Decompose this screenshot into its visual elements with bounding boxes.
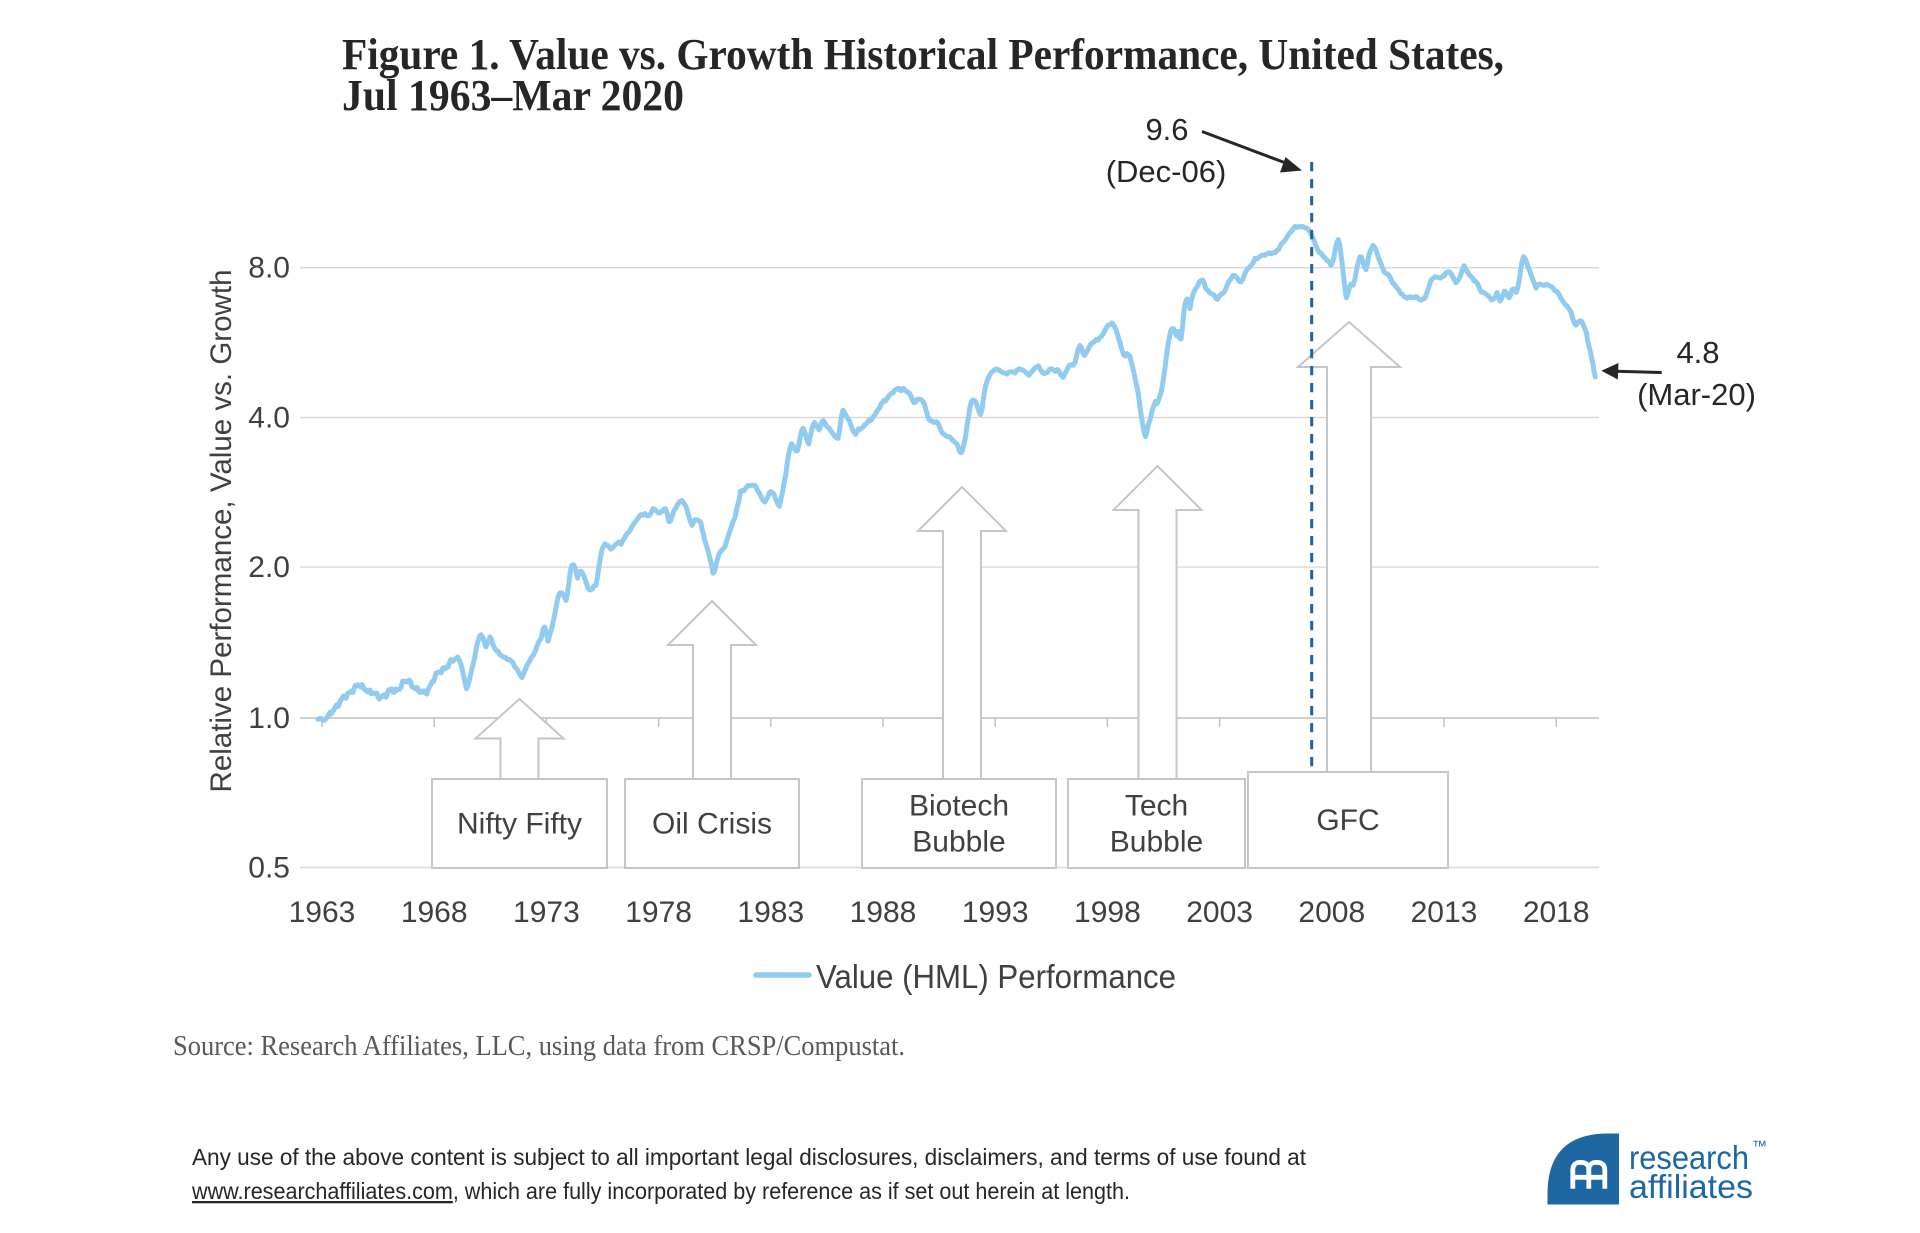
- svg-text:1988: 1988: [850, 896, 917, 929]
- svg-text:GFC: GFC: [1316, 804, 1379, 837]
- svg-text:Relative Performance, Value vs: Relative Performance, Value vs. Growth: [205, 270, 238, 793]
- svg-text:Bubble: Bubble: [912, 826, 1005, 859]
- svg-text:2013: 2013: [1411, 896, 1478, 929]
- svg-text:Tech: Tech: [1125, 790, 1188, 823]
- svg-text:Any use of the above content i: Any use of the above content is subject …: [192, 1144, 1307, 1170]
- svg-text:Oil Crisis: Oil Crisis: [652, 808, 772, 841]
- svg-text:1968: 1968: [401, 896, 468, 929]
- svg-text:(Dec-06): (Dec-06): [1106, 154, 1227, 189]
- svg-text:research: research: [1629, 1139, 1749, 1176]
- svg-text:(Mar-20): (Mar-20): [1637, 377, 1756, 412]
- svg-text:Source: Research Affiliates, L: Source: Research Affiliates, LLC, using …: [173, 1030, 905, 1062]
- svg-text:Figure 1. Value vs. Growth His: Figure 1. Value vs. Growth Historical Pe…: [342, 30, 1504, 79]
- svg-text:2003: 2003: [1186, 896, 1253, 929]
- svg-text:™: ™: [1752, 1138, 1767, 1155]
- svg-text:Biotech: Biotech: [909, 790, 1009, 823]
- svg-text:affiliates: affiliates: [1629, 1168, 1753, 1205]
- svg-text:1993: 1993: [962, 896, 1029, 929]
- svg-text:2008: 2008: [1298, 896, 1365, 929]
- svg-text:1998: 1998: [1074, 896, 1141, 929]
- svg-text:Jul 1963–Mar 2020: Jul 1963–Mar 2020: [342, 71, 684, 120]
- svg-text:Bubble: Bubble: [1110, 826, 1203, 859]
- svg-text:1.0: 1.0: [248, 702, 290, 735]
- svg-text:4.0: 4.0: [248, 402, 290, 435]
- svg-text:2.0: 2.0: [248, 551, 290, 584]
- svg-text:1983: 1983: [737, 896, 804, 929]
- svg-text:Nifty Fifty: Nifty Fifty: [457, 808, 582, 841]
- svg-text:2018: 2018: [1523, 896, 1590, 929]
- svg-text:0.5: 0.5: [248, 852, 290, 885]
- svg-text:1963: 1963: [289, 896, 356, 929]
- svg-text:8.0: 8.0: [248, 252, 290, 285]
- svg-text:1973: 1973: [513, 896, 580, 929]
- svg-text:Value (HML) Performance: Value (HML) Performance: [816, 958, 1176, 995]
- svg-text:1978: 1978: [625, 896, 692, 929]
- svg-text:www.researchaffiliates.com, wh: www.researchaffiliates.com, which are fu…: [191, 1178, 1130, 1204]
- svg-text:4.8: 4.8: [1676, 335, 1719, 370]
- svg-text:9.6: 9.6: [1145, 112, 1188, 147]
